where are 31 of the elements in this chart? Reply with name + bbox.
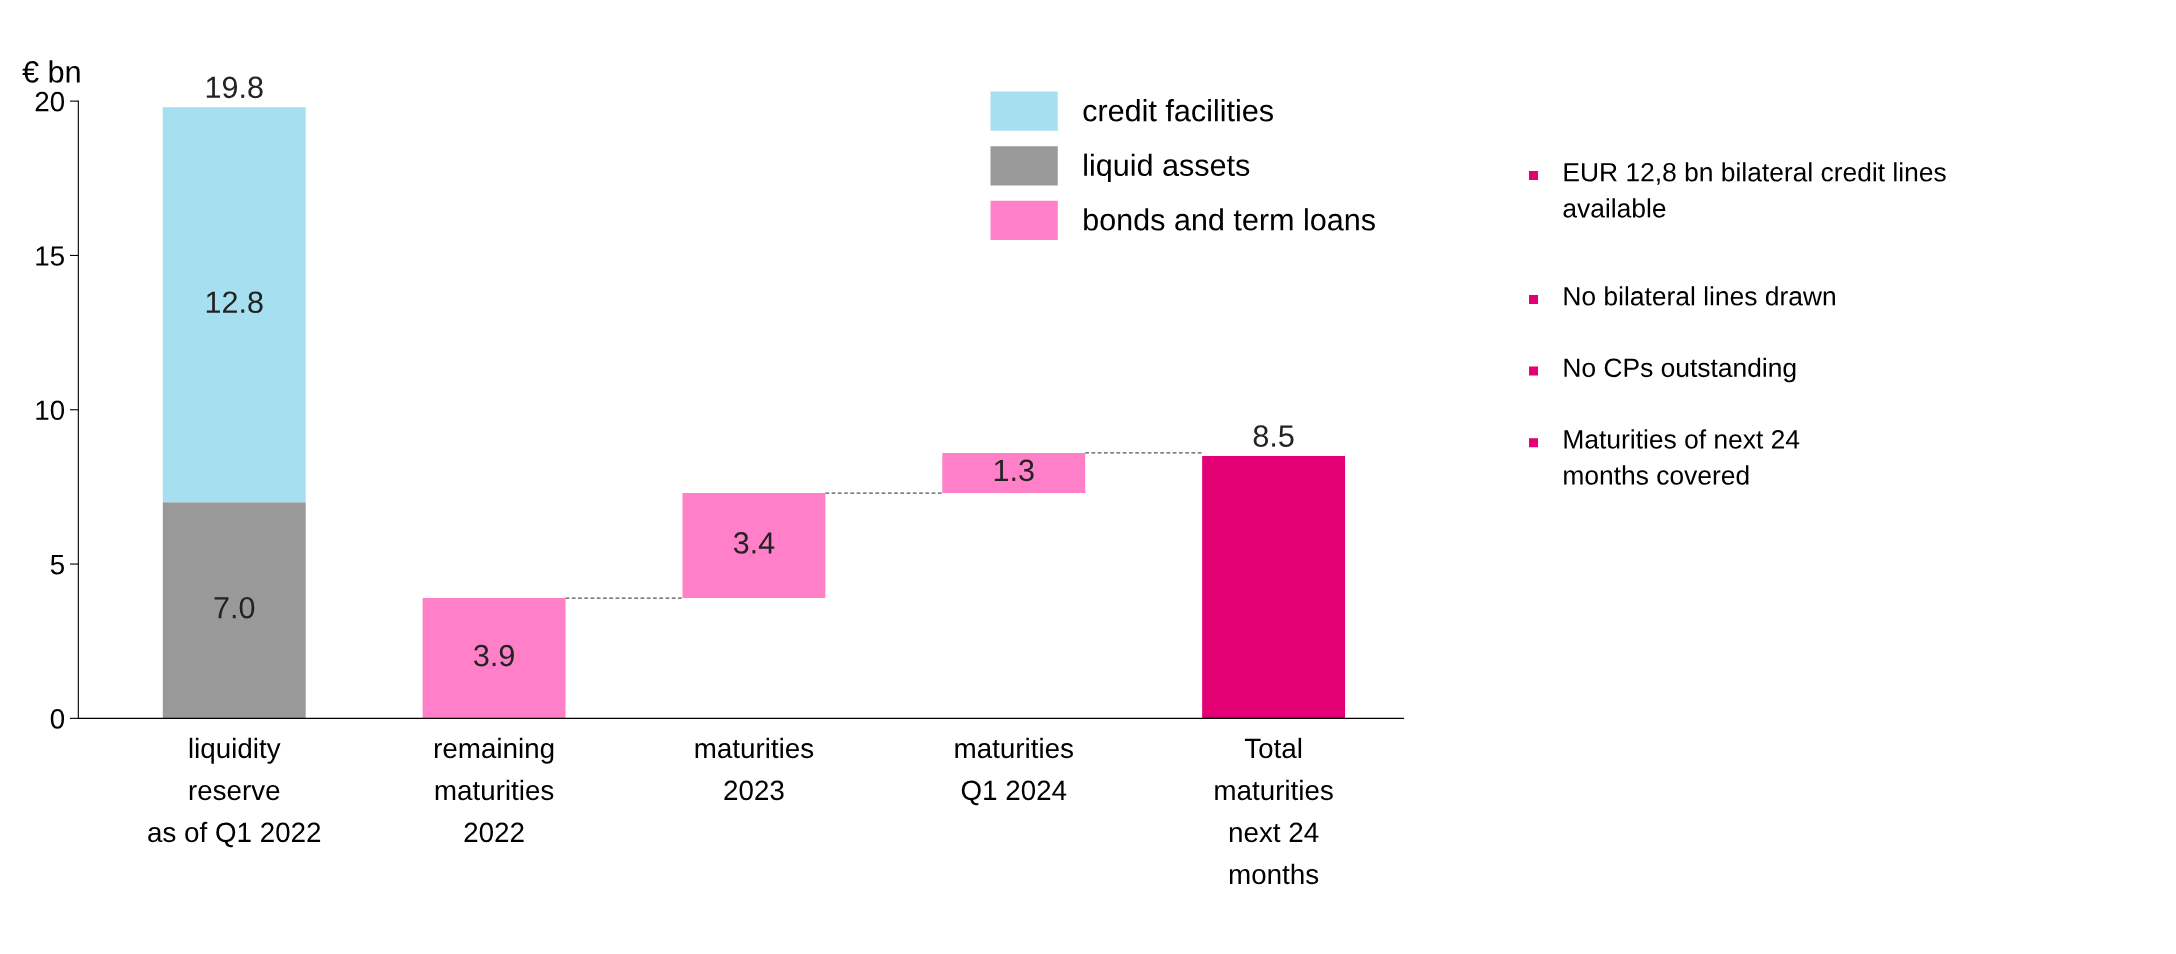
y-axis-title: € bn <box>22 60 80 83</box>
x-tick-label: maturities Q1 2024 <box>955 737 1073 806</box>
bar <box>682 493 826 598</box>
x-tick-label: maturities 2023 <box>695 737 814 801</box>
data-label: 1.3 <box>994 459 1034 482</box>
x-tick-label: remaining maturities 2022 <box>434 737 554 843</box>
x-tick-label: liquidity reserve as of Q1 2022 <box>148 737 321 848</box>
x-tick-label: Total maturities next 24 months <box>1215 737 1333 885</box>
bar <box>162 107 306 503</box>
data-label: 7.0 <box>214 596 255 619</box>
bar <box>942 452 1086 494</box>
total-label: 19.8 <box>206 76 263 99</box>
y-tick-label: 15 <box>36 246 64 266</box>
text: No CPs outstanding <box>1564 357 1796 383</box>
y-tick-label: 5 <box>50 555 64 575</box>
data-label: 3.4 <box>733 532 775 554</box>
legend-label: credit facilities <box>1083 99 1273 122</box>
y-tick-label: 0 <box>50 709 65 729</box>
bar <box>1202 456 1346 719</box>
data-label: 12.8 <box>206 291 263 314</box>
y-tick-label: 20 <box>35 91 65 112</box>
legend-label: bonds and term loans <box>1084 208 1375 231</box>
bar <box>422 598 566 719</box>
bar <box>162 502 306 719</box>
text: No bilateral lines drawn <box>1564 286 1835 306</box>
total-label: 8.5 <box>1253 425 1294 447</box>
data-label: 3.9 <box>474 644 514 667</box>
text: EUR 12,8 bn bilateral credit lines available <box>1563 162 1946 218</box>
text: Maturities of next 24 months covered <box>1564 429 1800 485</box>
legend-label: liquid assets <box>1084 153 1250 183</box>
y-tick-label: 10 <box>36 400 65 421</box>
